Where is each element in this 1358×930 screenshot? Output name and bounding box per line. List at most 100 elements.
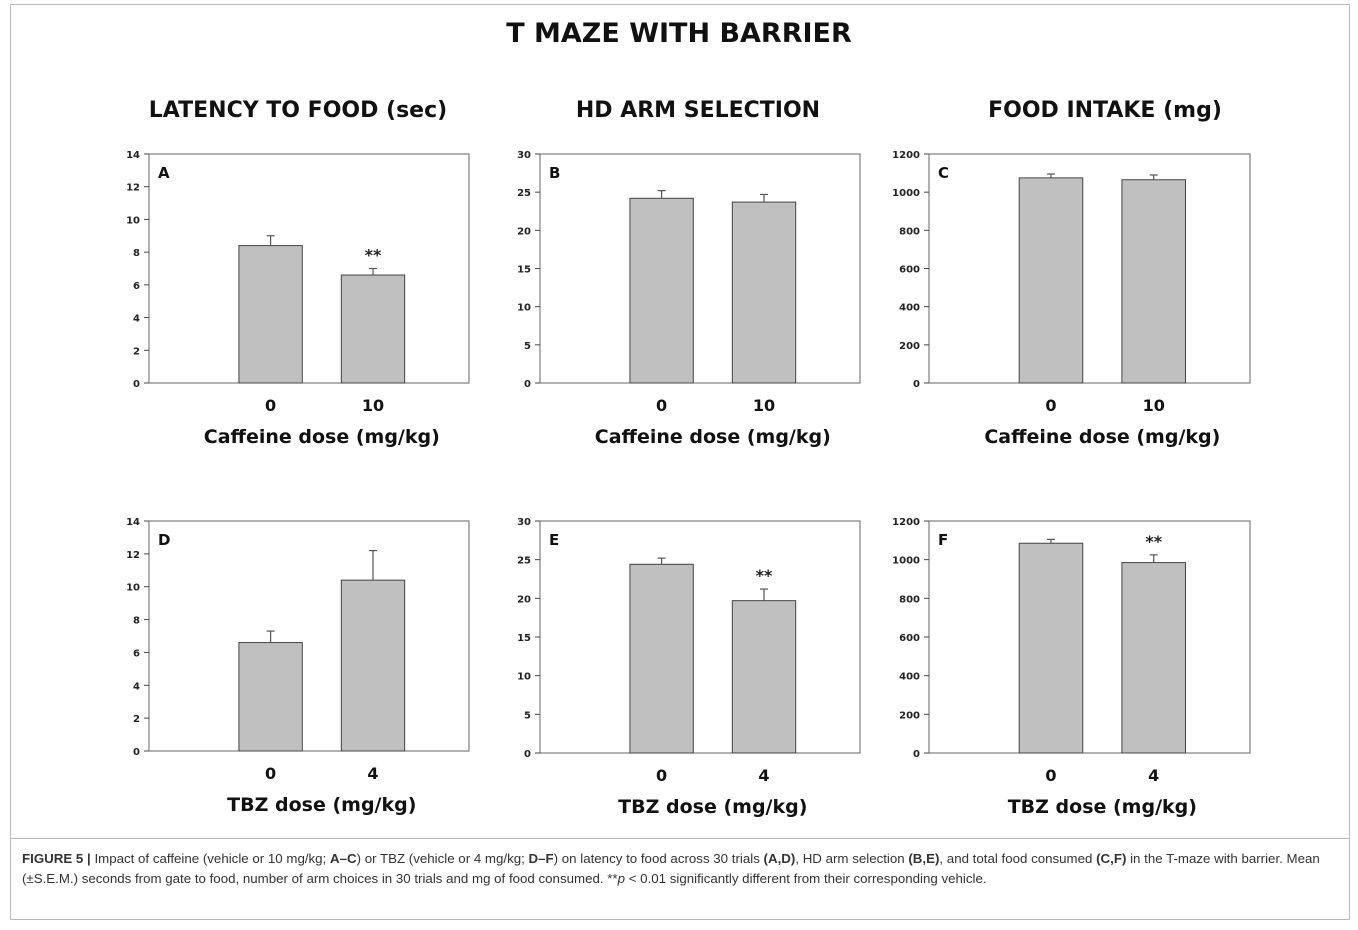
x-tick-label: 10 <box>1143 396 1165 415</box>
caption-text: in the T-maze with barrier. Mean (±S.E.M… <box>22 851 1320 886</box>
y-tick-label: 0 <box>913 379 920 390</box>
y-tick-label: 400 <box>899 672 920 683</box>
significance-marker: ** <box>756 566 773 585</box>
panel-label: E <box>549 531 559 549</box>
bar <box>238 245 303 384</box>
y-tick-label: 0 <box>133 379 140 390</box>
bar <box>629 197 694 384</box>
bar <box>1018 542 1084 754</box>
caption-text: Impact of caffeine (vehicle or 10 mg/kg; <box>90 851 330 866</box>
plot-frame <box>539 153 861 384</box>
bar <box>1018 177 1084 384</box>
caption-text: ) or TBZ (vehicle or 4 mg/kg; <box>356 851 529 866</box>
y-tick-label: 800 <box>899 226 920 237</box>
chart-panel-c: 0 200 400 600 800 1000 1200 C 0 10 Caffeine dose (… <box>892 150 1251 448</box>
y-tick-label: 10 <box>517 303 531 314</box>
significance-marker: ** <box>365 246 382 265</box>
bar <box>629 563 694 754</box>
x-axis-label: Caffeine dose (mg/kg) <box>204 426 440 448</box>
y-tick-label: 0 <box>524 749 531 760</box>
panel-label: D <box>158 531 170 549</box>
x-tick-label: 4 <box>758 766 769 785</box>
plot-frame <box>928 153 1251 384</box>
y-tick-label: 14 <box>126 517 140 528</box>
figure-title: T MAZE WITH BARRIER <box>506 18 852 49</box>
y-tick-label: 800 <box>899 594 920 605</box>
caption-text: < 0.01 significantly different from thei… <box>625 871 987 886</box>
y-tick-label: 10 <box>517 672 531 683</box>
x-axis-label: TBZ dose (mg/kg) <box>227 794 416 816</box>
bar <box>731 600 797 754</box>
figure-caption: FIGURE 5 | Impact of caffeine (vehicle o… <box>22 849 1340 889</box>
x-tick-label: 0 <box>265 396 276 415</box>
y-tick-label: 1200 <box>892 517 920 528</box>
y-tick-label: 8 <box>133 248 140 259</box>
y-tick-label: 12 <box>126 550 140 561</box>
panel-label: F <box>938 531 948 549</box>
x-tick-label: 4 <box>367 764 378 783</box>
y-tick-label: 1200 <box>892 150 920 161</box>
y-tick-label: 0 <box>913 749 920 760</box>
y-tick-label: 600 <box>899 265 920 276</box>
chart-panel-b: 0 5 10 15 20 25 30 B 0 10 Caffeine dose (mg/kg) <box>517 150 861 448</box>
y-tick-label: 25 <box>517 556 531 567</box>
bar <box>340 579 406 752</box>
y-tick-label: 4 <box>133 681 140 692</box>
y-tick-label: 5 <box>524 710 531 721</box>
y-tick-label: 15 <box>517 265 531 276</box>
y-tick-label: 10 <box>126 583 140 594</box>
y-tick-label: 10 <box>126 215 140 226</box>
x-axis-label: Caffeine dose (mg/kg) <box>595 426 831 448</box>
caption-text: ) on latency to food across 30 trials <box>553 851 764 866</box>
plot-frame <box>148 153 470 384</box>
caption-ref: (C,F) <box>1096 851 1127 866</box>
caption-divider <box>10 838 1350 839</box>
y-tick-label: 2 <box>133 346 140 357</box>
x-tick-label: 0 <box>656 766 667 785</box>
caption-ref: (A,D) <box>763 851 796 866</box>
y-tick-label: 5 <box>524 341 531 352</box>
chart-panel-f: 0 200 400 600 800 1000 1200 F 0 ** 4 TBZ dose (mg/k… <box>892 517 1251 818</box>
bar <box>340 274 406 384</box>
y-tick-label: 30 <box>517 150 531 161</box>
y-tick-label: 2 <box>133 714 140 725</box>
y-tick-label: 4 <box>133 314 140 325</box>
x-tick-label: 0 <box>265 764 276 783</box>
x-tick-label: 4 <box>1148 766 1159 785</box>
figure-frame <box>10 4 1350 920</box>
y-tick-label: 0 <box>133 747 140 758</box>
x-axis-label: Caffeine dose (mg/kg) <box>984 426 1220 448</box>
y-tick-label: 1000 <box>892 556 920 567</box>
column-title-latency: LATENCY TO FOOD (sec) <box>148 98 448 123</box>
y-tick-label: 6 <box>133 281 140 292</box>
bar <box>1121 562 1186 754</box>
y-tick-label: 8 <box>133 616 140 627</box>
y-tick-label: 400 <box>899 303 920 314</box>
y-tick-label: 0 <box>524 379 531 390</box>
y-tick-label: 15 <box>517 633 531 644</box>
panel-label: B <box>549 164 560 182</box>
x-tick-label: 10 <box>362 396 384 415</box>
bar <box>1121 179 1186 384</box>
caption-p-symbol: p <box>617 871 626 886</box>
y-tick-label: 1000 <box>892 188 920 199</box>
x-tick-label: 0 <box>656 396 667 415</box>
x-tick-label: 0 <box>1045 396 1056 415</box>
x-tick-label: 0 <box>1045 766 1056 785</box>
chart-panel-a: 0 2 4 6 8 10 12 14 A 0 ** 10 Caffeine dose (mg/kg) <box>126 150 470 448</box>
caption-ref: D–F <box>528 851 554 866</box>
caption-text: , and total food consumed <box>939 851 1097 866</box>
bar <box>731 201 797 384</box>
column-title-hd-arm: HD ARM SELECTION <box>575 98 821 123</box>
y-tick-label: 25 <box>517 188 531 199</box>
caption-text: , HD arm selection <box>795 851 909 866</box>
x-axis-label: TBZ dose (mg/kg) <box>1008 796 1197 818</box>
chart-panel-e: 0 5 10 15 20 25 30 E 0 ** 4 TBZ dose (mg/kg) <box>517 517 861 818</box>
x-tick-label: 10 <box>753 396 775 415</box>
caption-label: FIGURE 5 | <box>22 851 91 866</box>
chart-panel-d: 0 2 4 6 8 10 12 14 D 0 4 TBZ dose (mg/kg) <box>126 517 470 816</box>
y-tick-label: 200 <box>899 341 920 352</box>
plot-frame <box>148 520 470 752</box>
panel-label: C <box>938 164 949 182</box>
